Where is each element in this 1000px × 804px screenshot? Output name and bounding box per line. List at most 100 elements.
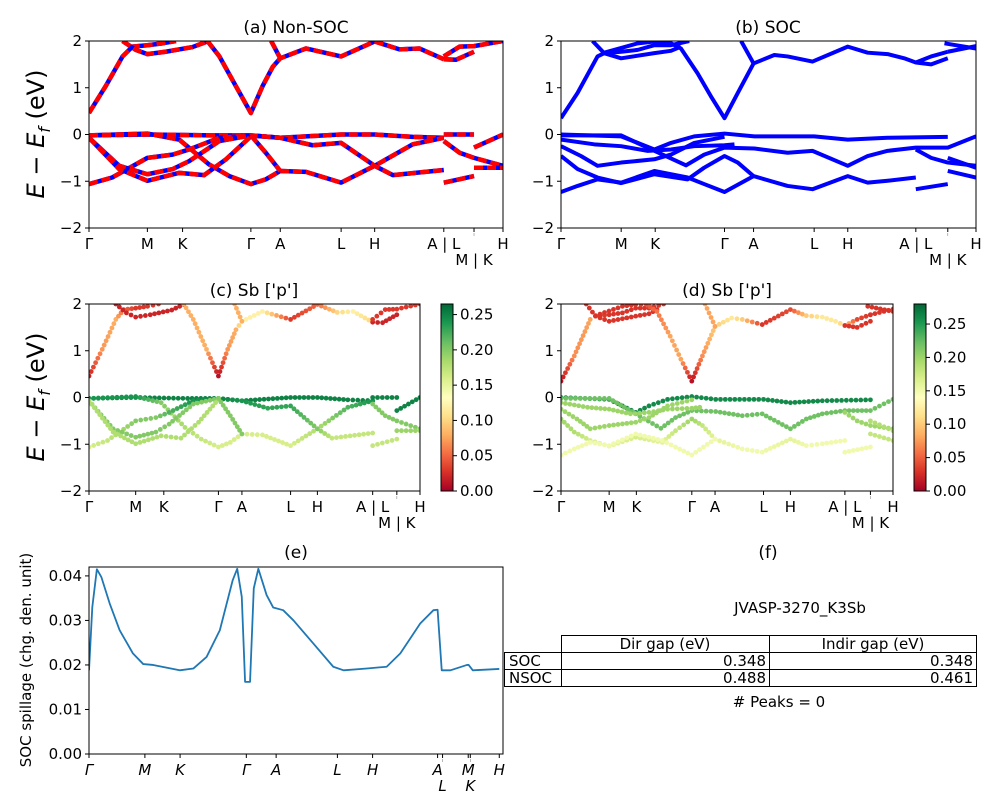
projection-point (602, 317, 608, 322)
projection-point (685, 450, 691, 456)
projection-point (100, 439, 106, 445)
projection-point (161, 395, 167, 401)
projection-point (249, 432, 255, 437)
projection-point (200, 338, 206, 344)
x-tick-label: L (438, 777, 446, 795)
projection-point (717, 409, 723, 415)
projection-point (703, 408, 709, 414)
projection-point (203, 398, 209, 404)
projection-point (561, 378, 564, 384)
projection-point (345, 397, 351, 403)
projection-point (297, 395, 302, 400)
projection-point (206, 351, 211, 357)
projection-point (850, 415, 856, 421)
projection-point (565, 423, 571, 428)
projection-point (308, 420, 314, 426)
projection-point (602, 423, 607, 429)
y-tick-label: −2 (532, 482, 554, 500)
projection-point (408, 428, 414, 434)
projection-point (837, 321, 843, 326)
projection-point (220, 402, 226, 408)
projection-point (153, 415, 159, 421)
projection-point (573, 349, 579, 355)
projection-point (694, 394, 699, 400)
projection-point (646, 403, 652, 409)
projection-point (587, 396, 593, 401)
projection-point (702, 304, 708, 307)
projection-point (142, 313, 148, 318)
projection-point (633, 431, 639, 437)
projection-point (95, 441, 101, 447)
projection-point (129, 306, 135, 312)
projection-point (602, 406, 608, 412)
projection-point (408, 304, 414, 309)
projection-point (698, 395, 704, 401)
projection-point (674, 347, 680, 353)
projection-point (855, 408, 861, 413)
x-tick-label: H (497, 235, 508, 253)
projection-point (145, 304, 150, 309)
projection-point (116, 304, 122, 310)
projection-point (697, 404, 703, 410)
projection-point (178, 435, 184, 441)
projection-point (708, 396, 714, 402)
projection-point (863, 445, 869, 451)
projection-point (692, 370, 698, 376)
projection-point (779, 311, 785, 317)
projection-point (710, 328, 716, 334)
material-id: JVASP-3270_K3Sb (733, 599, 866, 618)
projection-point (179, 421, 184, 427)
panel-b-plot-area (561, 41, 976, 195)
projection-point (244, 431, 250, 437)
projection-point (709, 433, 715, 439)
projection-point (361, 431, 367, 437)
projection-point (370, 317, 376, 322)
projection-point (722, 396, 728, 402)
projection-point (199, 399, 205, 405)
projection-point (266, 396, 271, 402)
projection-point (637, 418, 643, 424)
projection-point (343, 434, 348, 439)
projection-point (97, 412, 103, 418)
projection-point (577, 341, 582, 347)
projection-point (375, 441, 380, 447)
projection-point (399, 305, 404, 311)
y-tick-label: −2 (532, 219, 554, 237)
panel-c-plot-area (89, 304, 420, 450)
projection-point (726, 411, 732, 417)
projection-point (807, 415, 813, 421)
projection-point (318, 423, 324, 429)
projection-point (614, 400, 620, 406)
projection-point (597, 424, 603, 430)
projection-point (100, 415, 105, 421)
colorbar-tick-label: 0.10 (933, 415, 966, 433)
projection-point (358, 313, 364, 319)
projection-point (218, 399, 224, 405)
x-tick-label: H (887, 498, 898, 516)
projection-point (584, 423, 590, 429)
band-line (947, 155, 976, 170)
projection-point (720, 319, 726, 325)
colorbar-tick-label: 0.05 (460, 447, 493, 465)
x-tick-label: K (631, 498, 642, 516)
projection-point (642, 433, 647, 439)
projection-point (141, 438, 147, 444)
projection-point (691, 374, 696, 380)
y-tick-label: 0 (72, 389, 82, 407)
projection-point (270, 396, 276, 402)
projection-point (279, 404, 284, 410)
projection-point (868, 431, 873, 437)
projection-point (156, 304, 161, 307)
projection-point (877, 310, 882, 315)
projection-point (330, 415, 336, 421)
projection-point (301, 414, 307, 420)
ylabel-sub: f (35, 125, 54, 133)
panel-c-axes: 210−1−2Γ M K Γ A L H A | LM | KH0.000.050.100.1… (60, 295, 494, 532)
x-tick-label: L (337, 235, 346, 253)
projection-point (735, 412, 741, 418)
projection-point (154, 399, 160, 405)
projection-point (243, 316, 249, 322)
projection-point (166, 421, 172, 427)
projection-point (848, 397, 854, 403)
projection-point (633, 305, 639, 311)
